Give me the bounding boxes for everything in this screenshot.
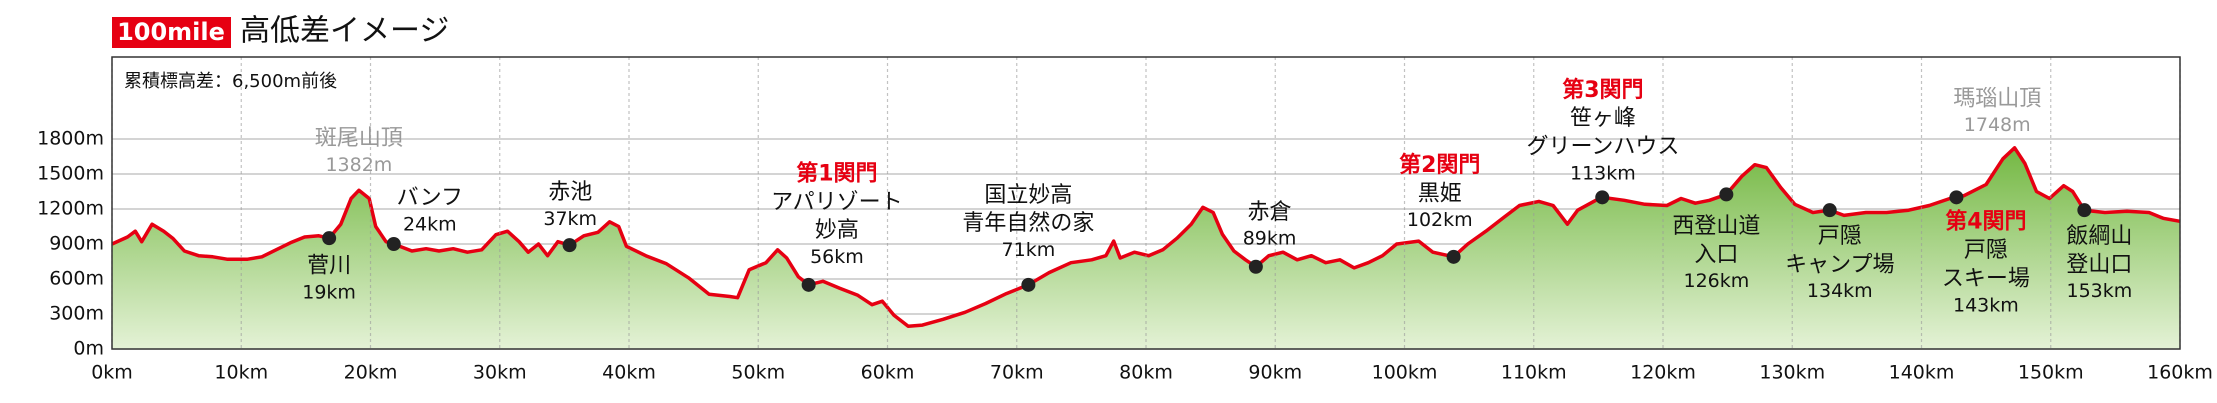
checkpoint-dot (1248, 259, 1263, 274)
x-tick-label: 50km (731, 362, 785, 384)
checkpoint-name: 国立妙高 (984, 183, 1072, 208)
y-tick-label: 600m (49, 268, 104, 290)
x-tick-label: 80km (1119, 362, 1173, 384)
checkpoint-name: 戸隠 (1818, 224, 1862, 249)
checkpoint-name: 笹ヶ峰 (1570, 106, 1636, 131)
checkpoint-name: 妙高 (815, 218, 859, 243)
checkpoint-dot (562, 238, 577, 253)
x-tick-label: 70km (990, 362, 1044, 384)
checkpoint-dot (322, 231, 337, 246)
checkpoint-distance: 24km (403, 213, 457, 235)
x-tick-label: 10km (214, 362, 268, 384)
checkpoint-name: 西登山道 (1672, 214, 1760, 239)
checkpoint-dot (1446, 249, 1461, 264)
y-tick-label: 1200m (37, 198, 104, 220)
plot-frame (111, 56, 2181, 350)
peak-name: 瑪瑙山頂 (1953, 86, 2041, 111)
chart-title: 高低差イメージ (240, 14, 449, 49)
checkpoint-dot (1595, 190, 1610, 205)
checkpoint-distance: 143km (1953, 294, 2019, 316)
title-badge: 100mile (117, 18, 225, 46)
checkpoint-dot (2077, 203, 2092, 218)
checkpoint-dot (1021, 277, 1036, 292)
checkpoint-name: キャンプ場 (1785, 252, 1894, 277)
checkpoint-distance: 126km (1683, 270, 1749, 292)
y-tick-label: 300m (49, 303, 104, 325)
checkpoint-name: 黒姫 (1418, 181, 1462, 206)
y-tick-label: 1800m (37, 128, 104, 150)
checkpoint-name: 入口 (1694, 242, 1738, 267)
x-tick-label: 90km (1248, 362, 1302, 384)
gate-label: 第2関門 (1399, 152, 1480, 178)
checkpoint-name: 戸隠 (1964, 238, 2008, 263)
checkpoint-dot (1949, 190, 1964, 205)
checkpoint-distance: 153km (2066, 280, 2132, 302)
peak-elevation: 1748m (1964, 114, 2031, 136)
checkpoint-dot (1822, 203, 1837, 218)
y-tick-label: 0m (73, 338, 104, 360)
checkpoint-distance: 37km (543, 208, 597, 230)
x-tick-label: 110km (1501, 362, 1567, 384)
checkpoint-dot (386, 237, 401, 251)
checkpoint-dot (1719, 187, 1734, 202)
gate-label: 第4関門 (1945, 209, 2026, 235)
x-tick-label: 160km (2147, 362, 2213, 384)
plot: 0m 300m 600m 900m 1200m 1500m 1800m 0km 10km 20km… (37, 56, 2213, 384)
checkpoint-name: スキー場 (1942, 266, 2030, 291)
title-badge-box (112, 17, 231, 48)
checkpoint-name: グリーンハウス (1526, 135, 1679, 160)
x-tick-label: 130km (1759, 362, 1825, 384)
x-tick-label: 20km (344, 362, 398, 384)
y-tick-label: 900m (49, 233, 104, 255)
checkpoint-name: アパリゾート (771, 190, 903, 215)
checkpoint-distance: 71km (1002, 239, 1056, 261)
checkpoint-distance: 102km (1407, 209, 1473, 231)
x-tick-label: 140km (1889, 362, 1955, 384)
gate-label: 第3関門 (1562, 77, 1643, 103)
x-tick-label: 120km (1630, 362, 1696, 384)
x-tick-label: 100km (1372, 362, 1438, 384)
checkpoint-distance: 113km (1570, 162, 1636, 184)
x-tick-label: 60km (861, 362, 915, 384)
x-tick-label: 0km (91, 362, 133, 384)
x-tick-label: 30km (473, 362, 527, 384)
annotation: 累積標高差：6,500m前後 (124, 71, 337, 92)
checkpoint-distance: 56km (810, 246, 864, 268)
checkpoint-distance: 134km (1807, 280, 1873, 302)
checkpoint-name: 登山口 (2066, 252, 2132, 277)
x-tick-label: 150km (2018, 362, 2084, 384)
checkpoint-name: 菅川 (307, 254, 351, 279)
peak-name: 斑尾山頂 (315, 126, 403, 151)
gate-label: 第1関門 (796, 160, 877, 186)
checkpoint-distance: 19km (302, 282, 356, 304)
checkpoint-name: 飯綱山 (2066, 224, 2132, 249)
checkpoint-name: 赤池 (548, 180, 592, 205)
x-tick-label: 40km (602, 362, 656, 384)
y-tick-label: 1500m (37, 163, 104, 185)
checkpoint-name: 青年自然の家 (962, 211, 1094, 236)
checkpoint-name: 赤倉 (1248, 200, 1292, 225)
checkpoint-dot (801, 277, 816, 292)
checkpoint-name: バンフ (397, 186, 463, 211)
checkpoint-distance: 89km (1243, 228, 1297, 250)
peak-elevation: 1382m (325, 154, 392, 176)
